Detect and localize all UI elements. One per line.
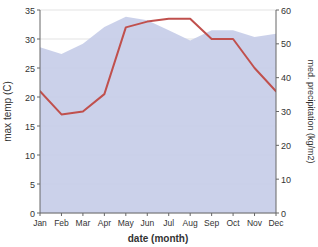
y2-tick (276, 145, 279, 146)
y2-tick (276, 43, 279, 44)
y-tick-label: 10 (25, 151, 35, 161)
x-tick-label: Feb (54, 218, 69, 228)
y-tick-label: 25 (25, 64, 35, 74)
y2-tick (276, 10, 279, 11)
area (40, 17, 276, 213)
x-tick-label: Jan (33, 218, 47, 228)
y-tick (37, 126, 40, 127)
x-tick-label: Jul (163, 218, 174, 228)
x-tick-label: Dec (268, 218, 284, 228)
grid (40, 10, 276, 213)
y-tick (37, 39, 40, 40)
x-tick (211, 213, 212, 216)
y-axis-label: max temp (C) (2, 81, 13, 142)
y2-tick-label: 30 (281, 107, 291, 117)
chart: JanFebMarAprMayJunJulAugSepOctNovDec0510… (0, 0, 318, 247)
x-tick (125, 213, 126, 216)
x-tick-label: Jun (140, 218, 154, 228)
y2-axis-label: med. precipitation (kg/m2) (306, 59, 316, 163)
x-tick-label: Nov (247, 218, 263, 228)
y2-tick-label: 50 (281, 39, 291, 49)
grid-line (40, 10, 276, 11)
line (40, 19, 276, 115)
y-tick (37, 68, 40, 69)
y-tick-label: 35 (25, 6, 35, 16)
x-tick (233, 213, 234, 216)
y-tick (37, 213, 40, 214)
y-tick-label: 15 (25, 122, 35, 132)
x-tick (147, 213, 148, 216)
grid-line (40, 213, 276, 214)
page: {"chart_data": {"type": "line", "categor… (0, 0, 318, 247)
x-axis-label: date (month) (128, 233, 189, 244)
plot-area (40, 17, 276, 213)
y-tick (37, 97, 40, 98)
x-tick (82, 213, 83, 216)
y-tick (37, 184, 40, 185)
x-tick (168, 213, 169, 216)
x-tick-label: Sep (204, 218, 219, 228)
y-tick (37, 155, 40, 156)
y-tick-label: 30 (25, 35, 35, 45)
x-tick-label: Oct (226, 218, 240, 228)
y-tick (37, 10, 40, 11)
y-tick-label: 5 (30, 180, 35, 190)
y2-tick (276, 179, 279, 180)
y-tick-label: 0 (30, 209, 35, 219)
y-tick-label: 20 (25, 93, 35, 103)
x-tick-label: Mar (76, 218, 91, 228)
axes: JanFebMarAprMayJunJulAugSepOctNovDec0510… (25, 6, 291, 229)
y2-tick-label: 0 (281, 209, 286, 219)
x-axis-line (40, 213, 276, 214)
x-tick-label: Aug (183, 218, 198, 228)
y2-tick-label: 20 (281, 141, 291, 151)
y2-tick-label: 40 (281, 73, 291, 83)
y2-tick-label: 60 (281, 6, 291, 16)
y2-tick-label: 10 (281, 175, 291, 185)
y2-tick (276, 111, 279, 112)
x-tick (190, 213, 191, 216)
chart-container: JanFebMarAprMayJunJulAugSepOctNovDec0510… (0, 0, 318, 247)
x-tick (61, 213, 62, 216)
x-tick (254, 213, 255, 216)
x-tick (104, 213, 105, 216)
x-tick-label: May (118, 218, 135, 228)
y2-tick (276, 77, 279, 78)
y2-tick (276, 213, 279, 214)
x-tick-label: Apr (98, 218, 111, 228)
y-axis-line (40, 10, 41, 213)
